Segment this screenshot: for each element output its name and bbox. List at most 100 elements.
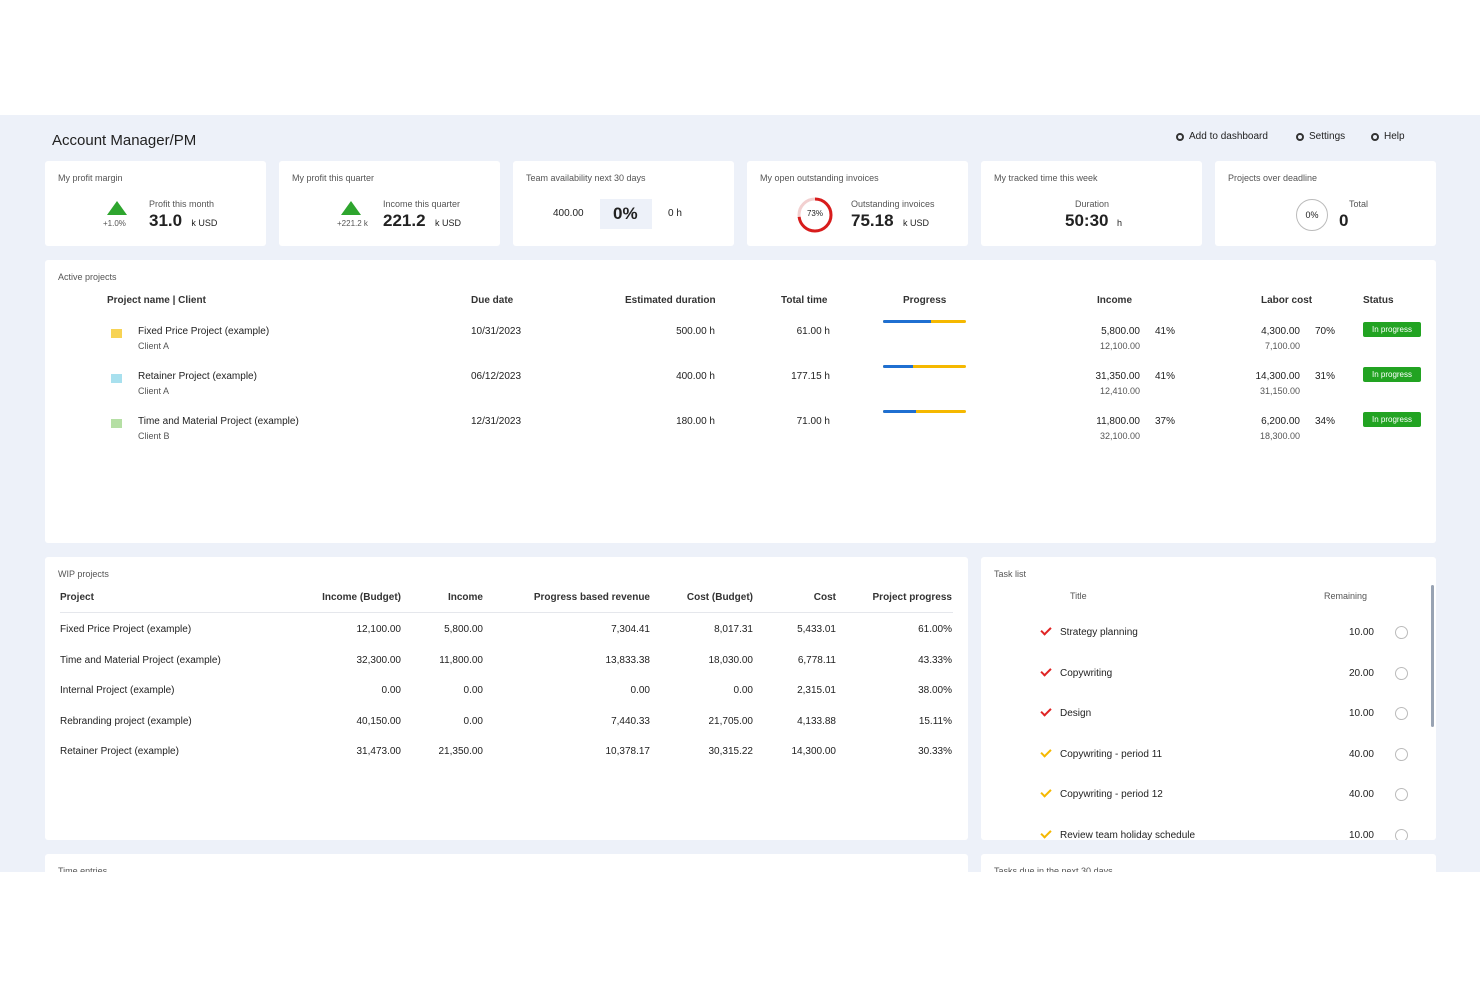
- column-header: Progress: [903, 295, 947, 306]
- labor-budget: 7,100.00: [1264, 341, 1300, 351]
- task-remaining: 10.00: [1348, 708, 1374, 719]
- action-icon: [1371, 133, 1379, 141]
- income: 11,800.00: [1096, 416, 1140, 427]
- due-date: 10/31/2023: [471, 326, 522, 337]
- wip-cell: 12,100.00: [356, 624, 402, 635]
- panel-title: Task list: [994, 569, 1027, 579]
- kpi-title: Team availability next 30 days: [526, 173, 646, 183]
- column-header: Cost: [813, 592, 836, 603]
- column-header: Title: [1070, 591, 1087, 601]
- ring-chart: [797, 197, 833, 233]
- task-action[interactable]: [1395, 666, 1408, 680]
- task-remaining: 10.00: [1348, 829, 1374, 841]
- labor-pct: 34%: [1315, 416, 1336, 427]
- wip-cell: 43.33%: [918, 654, 952, 666]
- project-color: [111, 419, 122, 428]
- task-title[interactable]: Copywriting - period 12: [1060, 789, 1163, 800]
- task-action[interactable]: [1395, 788, 1408, 801]
- wip-cell: 61.00%: [918, 624, 952, 635]
- panel-title: Active projects: [58, 272, 117, 282]
- column-header: Income: [1097, 295, 1133, 306]
- task-title[interactable]: Review team holiday schedule: [1060, 829, 1196, 841]
- wip-project: Rebranding project (example): [60, 715, 192, 727]
- progress-bar: [883, 365, 966, 368]
- task-action[interactable]: [1395, 747, 1408, 761]
- wip-cell: 7,304.41: [611, 624, 650, 635]
- kpi-value: 31.0: [149, 211, 183, 230]
- kpi-card: My profit this quarter +221.2 k Income thi…: [279, 161, 500, 246]
- task-action[interactable]: [1395, 626, 1408, 639]
- kpi-card: My open outstanding invoices 73% Outstandi…: [747, 161, 968, 246]
- income-budget: 12,100.00: [1099, 341, 1140, 351]
- labor-pct: 31%: [1315, 371, 1336, 382]
- wip-project: Fixed Price Project (example): [60, 624, 192, 635]
- labor: 14,300.00: [1255, 371, 1301, 382]
- action-button[interactable]: Help: [1384, 131, 1405, 142]
- project-name: Fixed Price Project (example): [138, 326, 270, 337]
- task-action[interactable]: [1395, 828, 1408, 840]
- task-check: [1040, 624, 1052, 636]
- wip-cell: 38.00%: [918, 685, 952, 696]
- client-name: Client A: [138, 386, 170, 396]
- wip-cell: 5,433.01: [797, 624, 836, 635]
- estimate: 180.00 h: [676, 416, 715, 427]
- wip-cell: 5,800.00: [444, 624, 483, 635]
- task-panel: Task list Title Remaining Strategy planning…: [981, 557, 1436, 840]
- column-header: Project progress: [872, 592, 952, 603]
- wip-project: Time and Material Project (example): [60, 654, 221, 666]
- task-remaining: 10.00: [1348, 627, 1374, 638]
- kpi-card: Projects over deadline 0% Total 0: [1215, 161, 1436, 246]
- kpi-card: My profit margin +1.0% Profit this month 31…: [45, 161, 266, 246]
- dashboard-area: Account Manager/PM Add to dashboard Setti…: [0, 115, 1480, 872]
- header-divider: [60, 612, 953, 613]
- kpi-value-box: [600, 199, 652, 229]
- wip-cell: 13,833.38: [605, 654, 651, 666]
- kpi-title: My profit this quarter: [292, 173, 375, 183]
- trend-up: [341, 201, 361, 215]
- action-button[interactable]: Add to dashboard: [1189, 131, 1268, 142]
- task-action[interactable]: [1395, 707, 1408, 720]
- status-badge[interactable]: In progress: [1363, 367, 1421, 382]
- kpi-value: 0%: [613, 204, 638, 223]
- labor-budget: 31,150.00: [1259, 386, 1300, 396]
- kpi-caption: Profit this month: [149, 199, 215, 209]
- progress-bar: [883, 320, 966, 323]
- ring-arc: [797, 197, 833, 233]
- wip-cell: 11,800.00: [439, 654, 483, 666]
- column-header: Progress based revenue: [533, 592, 650, 603]
- estimate: 400.00 h: [676, 371, 715, 382]
- wip-cell: 31,473.00: [356, 746, 402, 757]
- client-name: Client A: [138, 341, 170, 351]
- action-icon: [1296, 133, 1304, 141]
- task-remaining: 40.00: [1348, 789, 1374, 800]
- trend-up: [107, 201, 127, 215]
- project-name: Retainer Project (example): [138, 371, 257, 382]
- due-date: 06/12/2023: [471, 371, 522, 382]
- column-header: Income (Budget): [322, 592, 401, 603]
- column-header: Cost (Budget): [686, 592, 753, 603]
- task-remaining: 20.00: [1348, 667, 1374, 679]
- status-badge[interactable]: In progress: [1363, 412, 1421, 427]
- kpi-icon: [1296, 199, 1328, 231]
- ring-label: 73%: [806, 209, 823, 218]
- page-title: Account Manager/PM: [52, 132, 197, 149]
- status-badge[interactable]: In progress: [1363, 322, 1421, 337]
- kpi-unit: k USD: [903, 218, 930, 228]
- action-button[interactable]: Settings: [1309, 131, 1346, 142]
- wip-cell: 18,030.00: [708, 654, 754, 666]
- task-title[interactable]: Strategy planning: [1060, 627, 1138, 638]
- wip-cell: 6,778.11: [797, 654, 836, 666]
- task-title[interactable]: Copywriting: [1060, 667, 1113, 679]
- task-title[interactable]: Copywriting - period 11: [1060, 748, 1163, 760]
- income-budget: 12,410.00: [1099, 386, 1140, 396]
- panel-title: Tasks due in the next 30 days: [994, 866, 1113, 872]
- wip-cell: 0.00: [630, 685, 650, 696]
- kpi-value: 75.18: [851, 211, 894, 230]
- panel: Time entries: [45, 854, 968, 872]
- wip-cell: 15.11%: [918, 715, 952, 727]
- task-title[interactable]: Design: [1060, 708, 1092, 719]
- kpi-title: My tracked time this week: [994, 173, 1098, 183]
- kpi-card: Team availability next 30 days 400.00 0% 0 …: [513, 161, 734, 246]
- kpi-change: +1.0%: [103, 219, 126, 228]
